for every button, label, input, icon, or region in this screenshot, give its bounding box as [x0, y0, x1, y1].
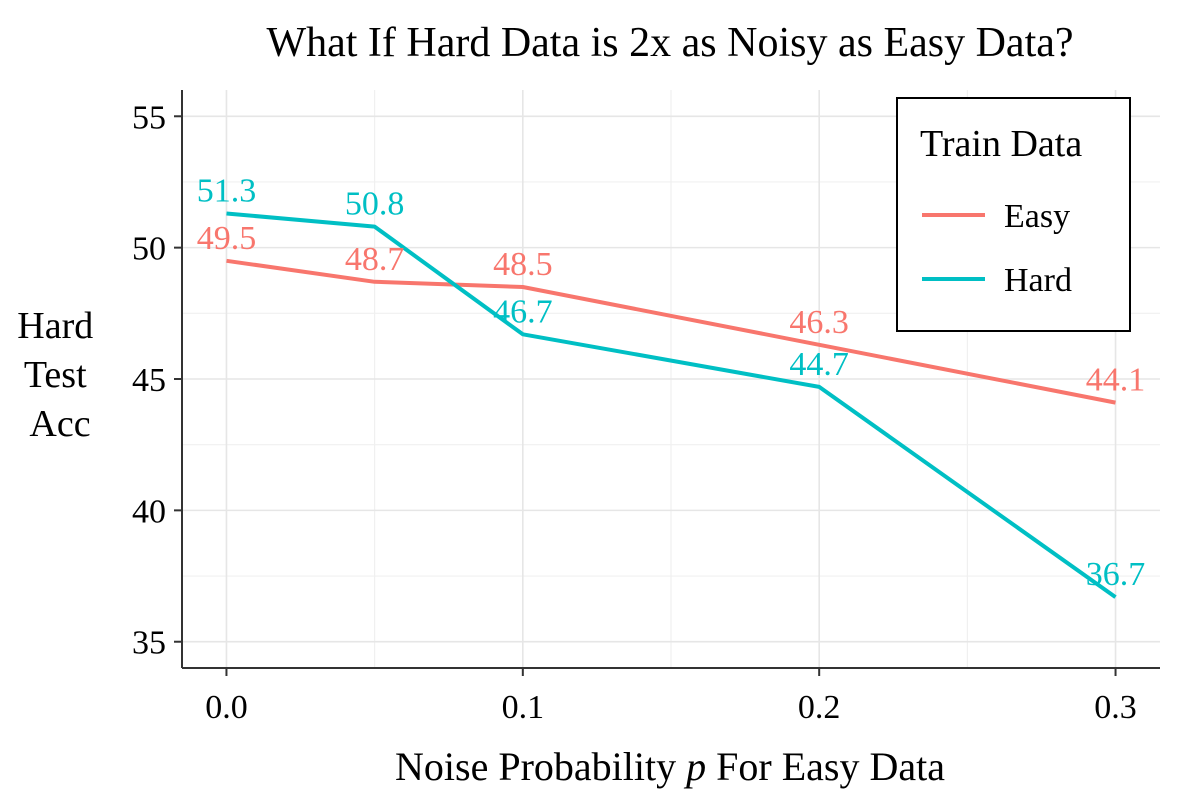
series-line-hard [226, 211, 1117, 599]
x-axis-label-prefix: Noise Probability [395, 744, 686, 789]
y-tick-label: 35 [132, 625, 166, 662]
legend-label-hard: Hard [1004, 262, 1072, 299]
x-axis-label-variable: p [683, 744, 706, 789]
series-lines [226, 211, 1117, 599]
y-axis-label-line: Test [24, 354, 87, 396]
y-tick-label: 45 [132, 362, 166, 399]
data-label-easy: 49.5 [197, 220, 257, 257]
series-line-easy [226, 258, 1116, 405]
data-label-hard: 44.7 [789, 346, 849, 383]
legend-title: Train Data [920, 123, 1082, 165]
data-label-hard: 36.7 [1086, 556, 1146, 593]
x-axis-label-suffix: For Easy Data [706, 744, 945, 789]
data-label-hard: 46.7 [493, 293, 553, 330]
data-label-hard: 50.8 [345, 186, 405, 223]
x-tick-label: 0.1 [502, 689, 545, 726]
data-label-easy: 48.7 [345, 241, 405, 278]
chart-title: What If Hard Data is 2x as Noisy as Easy… [266, 20, 1073, 66]
y-axis-label-line: Hard [17, 305, 93, 347]
y-tick-label: 40 [132, 493, 166, 530]
legend-label-easy: Easy [1004, 198, 1070, 235]
y-axis-label: Hard Test Acc [17, 305, 102, 445]
x-tick-label: 0.0 [205, 689, 248, 726]
y-axis-label-line: Acc [29, 403, 90, 445]
data-label-easy: 46.3 [789, 304, 849, 341]
y-tick-label: 55 [132, 99, 166, 136]
y-tick-label: 50 [132, 231, 166, 268]
data-label-easy: 48.5 [493, 246, 553, 283]
data-label-hard: 51.3 [197, 172, 257, 209]
data-labels: 49.5 48.7 48.5 46.3 44.1 51.3 50.8 46.7 44.7 36.7 [197, 172, 1146, 593]
x-axis-label: Noise Probability p For Easy Data [395, 744, 945, 789]
legend: Train Data Easy Hard [896, 97, 1131, 332]
x-tick-label: 0.2 [798, 689, 841, 726]
x-tick-label: 0.3 [1094, 689, 1137, 726]
data-label-easy: 44.1 [1086, 362, 1146, 399]
axes: 35 40 45 50 55 0.0 0.1 0.2 0.3 [132, 90, 1160, 726]
